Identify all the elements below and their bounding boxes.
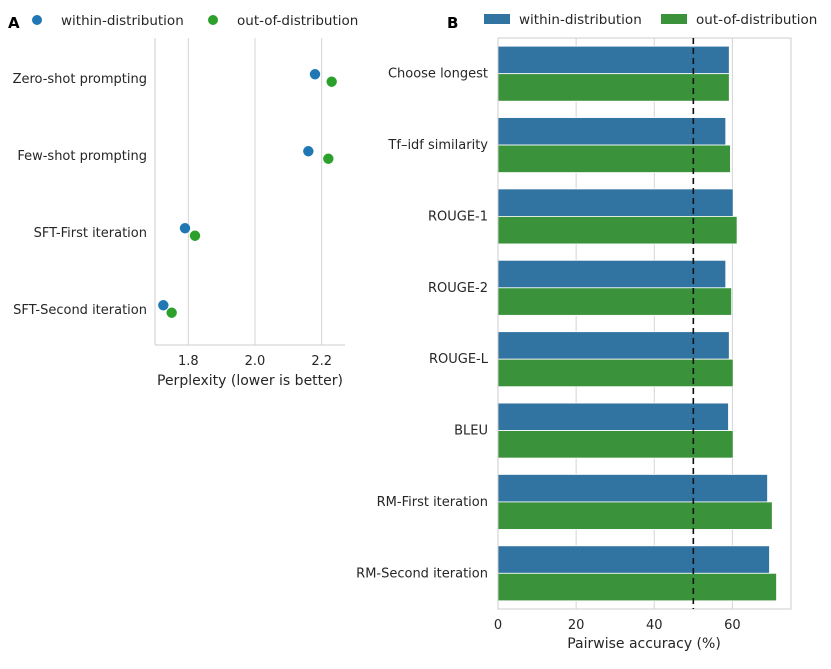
panel-a-point-out	[326, 76, 337, 87]
panel-b-category-label: Tf–idf similarity	[387, 138, 488, 153]
panel-a-scatter-chart: Zero-shot prompting Few-shot prompting SFT…	[13, 13, 359, 389]
panel-b-category-label: BLEU	[454, 424, 488, 439]
panel-b-legend-swatch	[484, 14, 510, 24]
panel-b-tick-labels: 0 20 40 60	[494, 618, 741, 633]
panel-a-category-label: Zero-shot prompting	[13, 72, 147, 87]
panel-a-legend-label: within-distribution	[61, 13, 184, 29]
panel-b-category-label: ROUGE-L	[429, 352, 489, 367]
panel-b-legend: within-distribution out-of-distribution	[484, 12, 817, 28]
panel-a-point-within	[303, 146, 314, 157]
panel-b-legend-label: within-distribution	[519, 12, 642, 28]
panel-a-category-label: SFT-Second iteration	[13, 303, 147, 318]
panel-b-bar-out	[497, 358, 734, 388]
panel-b-letter: B	[447, 14, 458, 32]
panel-b-bar-out	[497, 216, 738, 245]
panel-b-bar-out	[497, 501, 773, 530]
panel-a-xlabel: Perplexity (lower is better)	[157, 373, 343, 389]
panel-a-letter: A	[8, 14, 20, 32]
panel-a-point-out	[189, 230, 201, 241]
panel-a-legend-marker	[208, 15, 218, 25]
panel-b-legend-swatch	[661, 14, 687, 24]
panel-b-bar-within	[497, 45, 730, 75]
panel-b-category-label: ROUGE-2	[428, 281, 488, 296]
panel-a-category-label: SFT-First iteration	[34, 226, 147, 241]
panel-b-category-label: Choose longest	[388, 67, 488, 82]
panel-a-xtick-label: 2.2	[311, 354, 332, 369]
panel-b-bar-out	[497, 144, 731, 173]
panel-a-xtick-label: 1.8	[178, 354, 199, 369]
panel-a-point-within	[309, 69, 321, 80]
panel-b-bar-within	[497, 188, 734, 217]
panel-a-points	[158, 69, 337, 318]
panel-b-bar-within	[497, 474, 768, 503]
panel-a-point-out	[166, 307, 177, 318]
panel-b-bar-within	[497, 259, 727, 289]
panel-b-xtick-label: 0	[494, 618, 502, 633]
panel-b-category-label: ROUGE-1	[428, 209, 488, 224]
panel-a-category-labels: Zero-shot prompting Few-shot prompting SFT…	[13, 72, 147, 318]
panel-b-xtick-label: 60	[724, 618, 741, 633]
panel-b-xlabel: Pairwise accuracy (%)	[567, 636, 721, 652]
panel-b-xtick-label: 40	[646, 618, 663, 633]
panel-b-bar-out	[497, 430, 734, 459]
panel-a-legend: within-distribution out-of-distribution	[32, 13, 358, 29]
panel-b-category-labels: Choose longest Tf–idf similarity ROUGE-1 RO…	[356, 67, 489, 582]
panel-a-xtick-label: 2.0	[245, 354, 266, 369]
panel-b-bar-out	[497, 572, 777, 602]
panel-a-legend-label: out-of-distribution	[237, 13, 358, 29]
panel-b-bar-chart: Choose longest Tf–idf similarity ROUGE-1 RO…	[356, 12, 817, 652]
panel-a-legend-marker	[32, 15, 42, 25]
panel-b-bar-within	[497, 402, 729, 431]
panel-b-bar-out	[497, 73, 730, 102]
panel-a-point-within	[158, 300, 169, 311]
panel-b-frame	[497, 37, 792, 610]
panel-b-category-label: RM-First iteration	[377, 495, 488, 510]
panel-a-gridlines	[187, 38, 323, 345]
panel-b-bar-out	[497, 287, 733, 316]
panel-a-tick-labels: 1.8 2.0 2.2	[178, 354, 332, 369]
panel-a-point-within	[179, 223, 191, 234]
panel-b-bar-within	[497, 545, 770, 574]
panel-b-bars	[497, 45, 777, 602]
panel-b-bar-within	[497, 117, 727, 146]
panel-b-xtick-label: 20	[568, 618, 585, 633]
panel-b-legend-label: out-of-distribution	[696, 12, 817, 28]
panel-b-bar-within	[497, 331, 730, 360]
panel-a-category-label: Few-shot prompting	[17, 149, 147, 164]
panel-a-point-out	[323, 153, 334, 164]
panel-b-category-label: RM-Second iteration	[356, 566, 488, 581]
